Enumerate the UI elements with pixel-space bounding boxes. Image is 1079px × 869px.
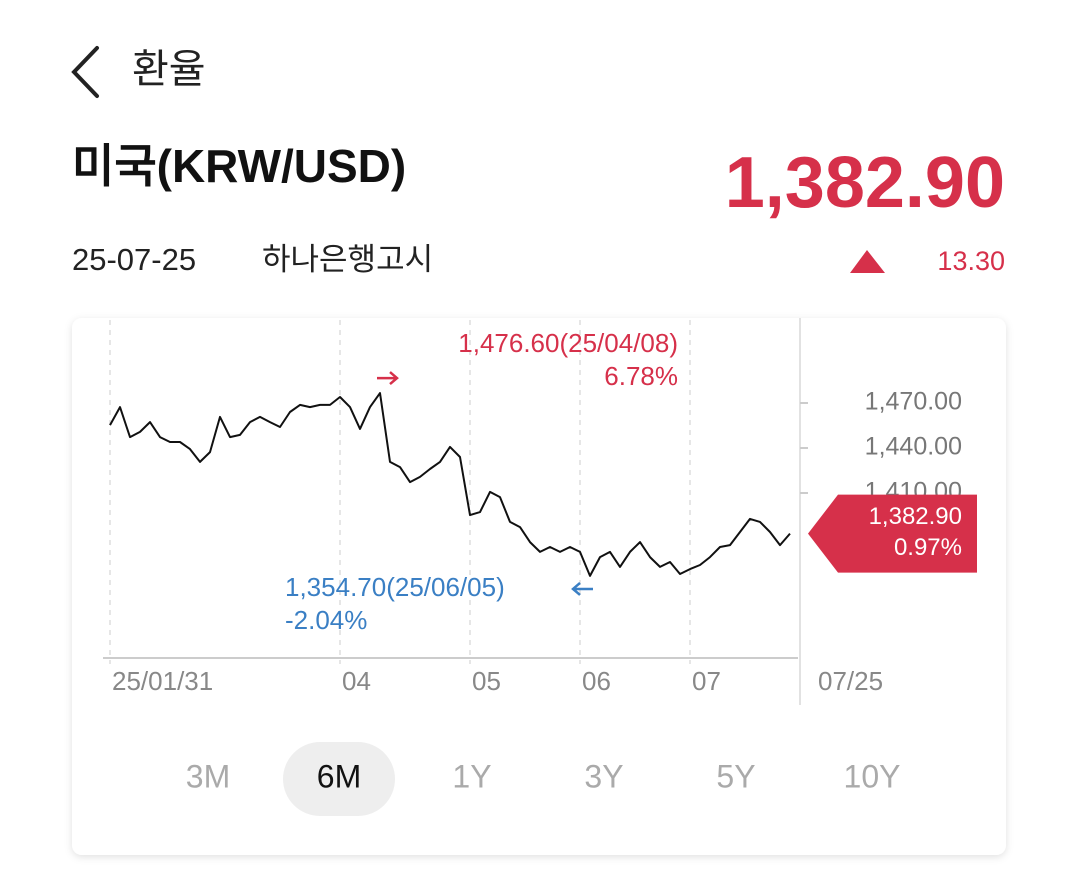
price-line bbox=[109, 392, 791, 577]
x-tick-label: 06 bbox=[582, 666, 611, 696]
period-tab[interactable]: 10Y bbox=[844, 758, 901, 794]
x-tick-label: 04 bbox=[342, 666, 371, 696]
min-change: -2.04% bbox=[285, 605, 367, 635]
x-tick-label: 05 bbox=[472, 666, 501, 696]
period-tab[interactable]: 1Y bbox=[452, 758, 491, 794]
period-tab[interactable]: 3Y bbox=[584, 758, 623, 794]
min-arrow bbox=[571, 582, 593, 596]
rate-change: 13.30 bbox=[937, 246, 1005, 276]
y-tick-label: 1,470.00 bbox=[865, 388, 962, 416]
current-change: 0.97% bbox=[894, 534, 962, 561]
min-label: 1,354.70(25/06/05) bbox=[285, 572, 505, 602]
max-arrow bbox=[377, 371, 399, 386]
period-tabs: 3M 6M 1Y 3Y 5Y 10Y bbox=[186, 742, 901, 816]
current-label: 1,382.90 bbox=[869, 503, 962, 530]
max-change: 6.78% bbox=[604, 361, 678, 391]
period-tab[interactable]: 6M bbox=[317, 758, 361, 794]
back-button[interactable] bbox=[71, 46, 99, 98]
currency-name: 미국(KRW/USD) bbox=[72, 140, 406, 192]
period-tab[interactable]: 3M bbox=[186, 758, 230, 794]
rate-source: 하나은행고시 bbox=[262, 242, 433, 277]
page-title: 환율 bbox=[132, 48, 206, 92]
x-tick-label: 25/01/31 bbox=[112, 666, 213, 696]
max-label: 1,476.60(25/04/08) bbox=[458, 328, 678, 358]
y-tick-label: 1,440.00 bbox=[865, 433, 962, 461]
x-tick-label: 07/25 bbox=[818, 666, 883, 696]
up-triangle bbox=[850, 250, 885, 273]
rate-date: 25-07-25 bbox=[72, 242, 196, 277]
chart-card bbox=[72, 318, 1006, 855]
tab-selected-bg bbox=[283, 742, 395, 816]
period-tab[interactable]: 5Y bbox=[716, 758, 755, 794]
current-tag bbox=[808, 494, 977, 573]
x-tick-label: 07 bbox=[692, 666, 721, 696]
exchange-rate: 1,382.90 bbox=[725, 143, 1005, 223]
chart: 25/01/31 04 05 06 07 07/25 1,470.00 1,440.00 1,4… bbox=[103, 318, 977, 705]
